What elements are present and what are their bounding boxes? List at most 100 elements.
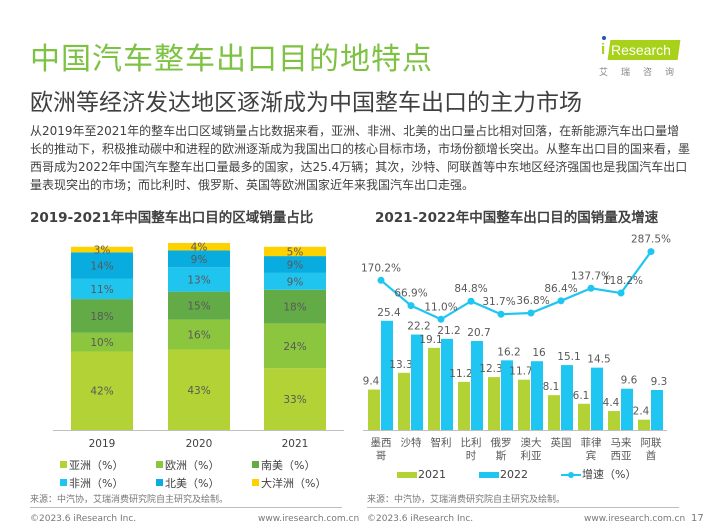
growth-label-澳大利亚: 36.8%	[516, 295, 549, 307]
bar-segment-europe-2021	[264, 323, 326, 369]
bar-2021-澳大利亚	[518, 379, 530, 430]
growth-label-英国: 86.4%	[544, 283, 577, 295]
growth-point-马来西亚	[617, 289, 625, 297]
data-label-africa-2019: 11%	[90, 284, 113, 296]
left-chart-title: 2019-2021年中国整车出口目的区域销量占比	[30, 210, 314, 226]
data-label-africa-2021: 9%	[287, 276, 304, 288]
growth-label-沙特: 66.9%	[394, 288, 427, 300]
growth-line	[380, 250, 652, 321]
data-label-2022-阿联酋: 9.3	[651, 376, 668, 388]
data-label-europe-2019: 10%	[90, 337, 113, 349]
left-legend: 亚洲（%） 欧洲（%） 南美（%） 非洲（%） 北美（%） 大洋洲（%）	[60, 457, 348, 491]
bar-2022-阿联酋	[651, 390, 663, 430]
data-label-south_america-2020: 15%	[187, 301, 210, 313]
data-label-asia-2021: 33%	[283, 394, 306, 406]
growth-point-英国	[557, 297, 565, 305]
bar-2022-英国	[561, 365, 573, 430]
right-footer-divider	[367, 507, 679, 508]
legend-label-2022: 2022	[500, 468, 528, 481]
legend-item-south_america: 南美（%）	[252, 457, 348, 473]
legend-swatch-2022	[479, 472, 499, 478]
data-label-2022-菲律宾: 14.5	[587, 354, 610, 366]
growth-label-马来西亚: 118.2%	[603, 275, 643, 287]
bar-segment-asia-2019	[71, 351, 133, 430]
legend-label-oceania: 大洋洲（%）	[261, 477, 327, 490]
bar-segment-north_america-2020	[168, 250, 230, 268]
logo-dot-icon	[602, 36, 606, 40]
right-chart-title: 2021-2022年中国整车出口目的国销量及增速	[375, 210, 659, 226]
logo-chinese: 艾瑞咨询	[599, 68, 688, 78]
legend-label-north_america: 北美（%）	[165, 477, 220, 490]
x-tick-label-马来西亚-line2: 西亚	[611, 450, 632, 462]
data-label-2021-马来西亚: 4.4	[603, 397, 620, 409]
logo-text: Research	[611, 42, 671, 58]
x-tick-label-马来西亚: 马来	[611, 437, 632, 449]
growth-point-阿联酋	[647, 248, 655, 256]
growth-point-墨西哥	[377, 276, 385, 284]
iresearch-logo: i Research 艾瑞咨询	[597, 36, 687, 80]
legend-swatch-asia	[60, 461, 67, 468]
data-label-2022-比利时: 20.7	[467, 327, 490, 339]
growth-label-墨西哥: 170.2%	[361, 262, 401, 274]
x-tick-label-比利时: 比利	[461, 436, 482, 449]
page-subtitle: 欧洲等经济发达地区逐渐成为中国整车出口的主力市场	[30, 90, 582, 116]
legend-swatch-oceania	[252, 479, 259, 486]
legend-marker-growth	[568, 472, 574, 478]
right-source-note: 来源：中汽协，艾瑞消费研究院自主研究及绘制。	[367, 495, 566, 505]
bar-2021-阿联酋	[638, 419, 650, 430]
data-label-2022-俄罗斯: 16.2	[497, 346, 520, 358]
data-label-2021-比利时: 11.2	[449, 368, 472, 380]
x-tick-label-菲律宾-line2: 宾	[586, 449, 597, 462]
right-copyright: ©2023.6 iResearch Inc.	[367, 514, 474, 524]
legend-swatch-north_america	[156, 479, 163, 486]
left-stacked-bar-chart: 42%10%18%11%14%3%201943%16%15%13%9%4%202…	[53, 242, 344, 450]
bar-2022-比利时	[471, 340, 483, 430]
growth-point-俄罗斯	[497, 310, 505, 318]
left-source-note: 来源：中汽协，艾瑞消费研究院自主研究及绘制。	[30, 495, 229, 505]
bar-segment-europe-2019	[71, 332, 133, 352]
bar-2021-俄罗斯	[488, 377, 500, 430]
x-tick-label-墨西哥-line2: 哥	[376, 450, 387, 462]
legend-swatch-europe	[156, 461, 163, 468]
data-label-2021-俄罗斯: 12.3	[479, 363, 502, 375]
data-label-oceania-2021: 5%	[287, 246, 304, 258]
legend-item-europe: 欧洲（%）	[156, 457, 252, 473]
bar-2021-菲律宾	[578, 403, 590, 430]
bar-2021-马来西亚	[608, 411, 620, 430]
bar-segment-south_america-2020	[168, 291, 230, 320]
data-label-south_america-2021: 18%	[283, 302, 306, 314]
bar-segment-south_america-2019	[71, 299, 133, 333]
data-label-2021-阿联酋: 2.4	[633, 406, 650, 418]
bar-segment-south_america-2021	[264, 289, 326, 324]
bar-2021-英国	[548, 395, 560, 430]
data-label-2022-智利: 21.2	[437, 325, 460, 337]
x-tick-label-2019: 2019	[89, 438, 116, 450]
data-label-2022-沙特: 22.2	[407, 321, 430, 333]
data-label-2022-澳大利亚: 16	[532, 347, 546, 359]
bar-2022-菲律宾	[591, 367, 603, 430]
data-label-2021-沙特: 13.3	[389, 359, 412, 371]
data-label-south_america-2019: 18%	[90, 311, 113, 323]
growth-label-俄罗斯: 31.7%	[482, 296, 515, 308]
bar-segment-north_america-2021	[264, 256, 326, 273]
x-tick-label-澳大利亚-line2: 利亚	[521, 450, 542, 462]
data-label-2021-墨西哥: 9.4	[363, 376, 380, 388]
left-website: www.iresearch.com.cn	[258, 514, 360, 524]
data-label-europe-2020: 16%	[187, 330, 210, 342]
right-combo-chart: 9.4 25.4 墨西哥 13.3 22.2 沙特 19.121.2 智利 11.2 20.7 比利…	[361, 234, 671, 481]
x-tick-label-俄罗斯-line2: 斯	[496, 449, 507, 462]
bar-2021-智利	[428, 347, 440, 430]
growth-label-阿联酋: 287.5%	[631, 234, 671, 246]
data-label-oceania-2020: 4%	[191, 242, 208, 254]
legend-swatch-south_america	[252, 461, 259, 468]
bar-segment-africa-2021	[264, 272, 326, 290]
page-title: 中国汽车整车出口目的地特点	[30, 42, 433, 77]
growth-point-沙特	[407, 302, 415, 310]
data-label-north_america-2021: 9%	[287, 260, 304, 272]
x-tick-label-智利: 智利	[431, 436, 452, 449]
x-tick-label-阿联酋-line2: 酋	[646, 449, 657, 462]
legend-label-2021: 2021	[418, 468, 446, 481]
growth-point-澳大利亚	[527, 309, 535, 317]
data-label-2022-墨西哥: 25.4	[377, 307, 401, 319]
data-label-north_america-2020: 9%	[191, 254, 208, 266]
